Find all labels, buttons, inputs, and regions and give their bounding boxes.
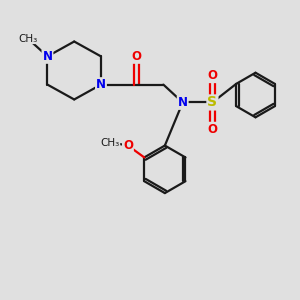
- Text: O: O: [132, 50, 142, 63]
- Text: O: O: [207, 123, 218, 136]
- Text: S: S: [207, 95, 218, 110]
- Text: CH₃: CH₃: [100, 138, 120, 148]
- Text: O: O: [207, 69, 218, 82]
- Text: N: N: [43, 50, 52, 63]
- Text: N: N: [178, 96, 188, 109]
- Text: CH₃: CH₃: [19, 34, 38, 44]
- Text: N: N: [96, 78, 106, 91]
- Text: O: O: [123, 139, 133, 152]
